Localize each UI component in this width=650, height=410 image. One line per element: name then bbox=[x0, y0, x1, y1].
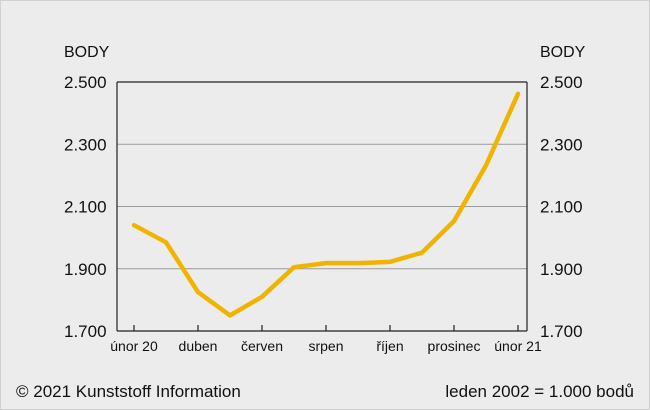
x-tick-label: únor 21 bbox=[494, 338, 542, 354]
y-tick-label-left: 2.300 bbox=[64, 135, 107, 154]
y-tick-label-left: 1.700 bbox=[64, 322, 107, 341]
y-axis-label-right: BODY bbox=[540, 44, 586, 61]
y-tick-label-right: 2.500 bbox=[540, 73, 583, 92]
y-tick-label-left: 2.500 bbox=[64, 73, 107, 92]
data-line bbox=[131, 91, 521, 318]
x-tick-label: červen bbox=[241, 338, 283, 354]
x-tick-label: duben bbox=[179, 338, 218, 354]
x-tick-label: únor 20 bbox=[110, 338, 158, 354]
y-axis-label-left: BODY bbox=[64, 44, 110, 61]
y-tick-label-right: 1.700 bbox=[540, 322, 583, 341]
y-tick-label-right: 2.300 bbox=[540, 135, 583, 154]
y-tick-label-left: 1.900 bbox=[64, 260, 107, 279]
x-tick-label: prosinec bbox=[428, 338, 481, 354]
y-tick-label-right: 1.900 bbox=[540, 260, 583, 279]
x-tick-label: říjen bbox=[376, 338, 403, 354]
y-tick-label-right: 2.100 bbox=[540, 198, 583, 217]
y-tick-label-left: 2.100 bbox=[64, 198, 107, 217]
copyright-text: © 2021 Kunststoff Information bbox=[16, 382, 241, 401]
x-tick-label: srpen bbox=[308, 338, 343, 354]
index-base-note: leden 2002 = 1.000 bodů bbox=[445, 382, 634, 401]
